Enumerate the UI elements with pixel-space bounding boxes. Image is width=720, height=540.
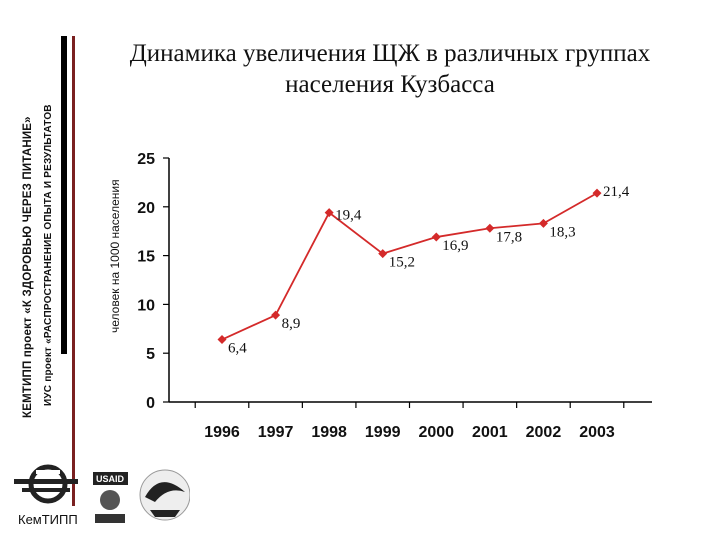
- kemtipp-caption: КемТИПП: [18, 512, 78, 527]
- data-point: [431, 232, 441, 242]
- x-tick-label: 1999: [365, 424, 401, 441]
- data-label: 17,8: [496, 229, 522, 245]
- data-label: 8,9: [282, 316, 301, 332]
- data-point: [324, 208, 334, 218]
- decorative-bar-red: [72, 36, 75, 506]
- data-point: [485, 223, 495, 233]
- usaid-logo: USAID: [93, 472, 128, 523]
- y-tick-label: 10: [137, 297, 155, 314]
- data-label: 18,3: [549, 224, 575, 240]
- x-tick-label: 2003: [579, 424, 615, 441]
- data-point: [378, 249, 388, 259]
- usaid-label: USAID: [96, 474, 125, 484]
- data-point: [538, 218, 548, 228]
- x-tick-label: 1996: [204, 424, 240, 441]
- ksc-logo: [139, 469, 190, 521]
- y-tick-label: 25: [137, 151, 155, 168]
- data-point: [592, 188, 602, 198]
- x-tick-label: 1997: [258, 424, 294, 441]
- data-label: 19,4: [335, 208, 362, 224]
- data-point: [217, 335, 227, 345]
- series-line: [221, 192, 598, 341]
- x-tick-label: 1998: [311, 424, 347, 441]
- data-label: 6,4: [228, 341, 247, 357]
- partner-logos: КемТИПП USAID: [14, 464, 190, 527]
- x-tick-label: 2002: [526, 424, 562, 441]
- data-label: 16,9: [442, 238, 468, 254]
- x-tick-label: 2000: [418, 424, 454, 441]
- y-tick-label: 0: [146, 395, 155, 412]
- x-tick-label: 2001: [472, 424, 508, 441]
- data-label: 21,4: [603, 184, 630, 200]
- decorative-bar-black: [61, 36, 67, 354]
- data-point: [271, 310, 281, 320]
- y-tick-label: 20: [137, 200, 155, 217]
- kemtipp-logo: [14, 464, 78, 504]
- data-label: 15,2: [389, 255, 415, 271]
- y-tick-label: 5: [146, 346, 155, 363]
- y-tick-label: 15: [137, 249, 155, 266]
- chart-title: Динамика увеличения ЩЖ в различных групп…: [129, 40, 651, 98]
